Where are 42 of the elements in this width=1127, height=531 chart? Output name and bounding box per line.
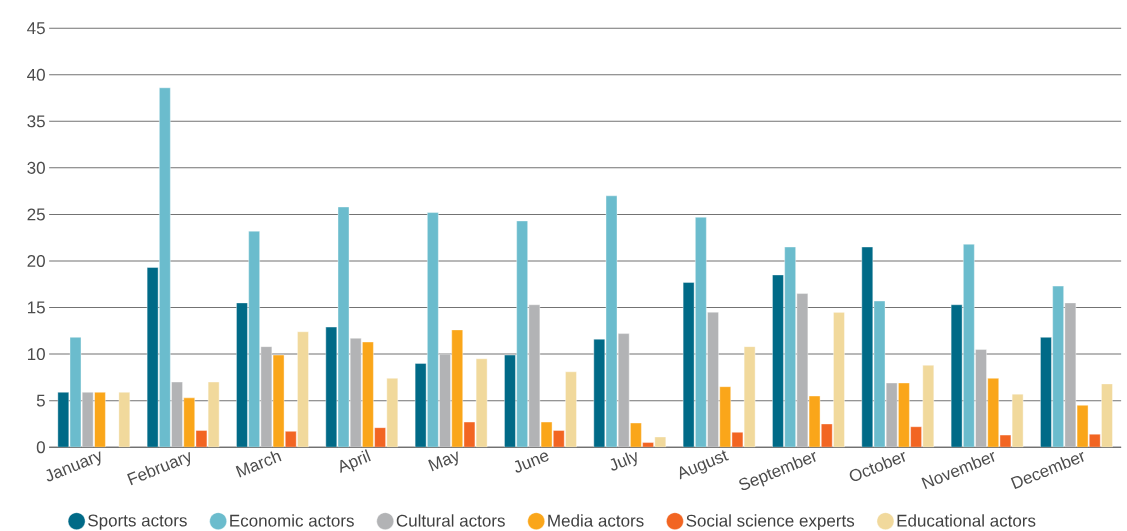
legend-label: Educational actors — [897, 514, 1036, 527]
y-tick-label: 10 — [28, 348, 45, 361]
bar — [772, 274, 784, 448]
y-tick-label: 20 — [27, 254, 45, 267]
bar — [975, 349, 987, 448]
x-tick-label: July — [610, 451, 637, 471]
y-tick-label: 30 — [27, 161, 45, 174]
y-tick-label: 15 — [28, 301, 45, 314]
bar — [325, 326, 337, 448]
y-tick-label: 45 — [27, 22, 45, 35]
bar — [565, 371, 577, 448]
x-tick-label: June — [514, 452, 549, 473]
bar — [1040, 337, 1052, 448]
bar — [833, 311, 845, 448]
legend-label: Media actors — [548, 514, 644, 527]
x-tick-label: April — [340, 449, 371, 473]
bar — [719, 386, 731, 448]
bar — [618, 333, 630, 448]
legend-label: Sports actors — [88, 514, 187, 530]
bar — [236, 302, 248, 448]
bar — [451, 329, 463, 448]
bar — [707, 311, 719, 448]
bar — [593, 338, 605, 448]
legend-label: Social science experts — [686, 514, 855, 531]
legend-label: Economic actors — [230, 514, 354, 527]
bar — [861, 246, 873, 448]
bar — [350, 338, 362, 448]
bar — [504, 354, 516, 448]
bar — [922, 365, 934, 448]
x-tick-label: March — [235, 451, 282, 478]
bar — [297, 331, 309, 448]
y-tick-label: 40 — [27, 68, 45, 81]
bar — [386, 378, 398, 448]
x-tick-label: May — [428, 451, 458, 472]
legend-label: Cultural actors — [396, 514, 505, 527]
y-tick-label: 35 — [27, 115, 45, 128]
y-tick-label: 25 — [27, 208, 45, 221]
bar — [362, 341, 374, 448]
bar — [439, 353, 451, 448]
bar — [987, 378, 999, 448]
y-tick-label: 0 — [36, 441, 45, 454]
y-tick-label: 5 — [36, 394, 45, 407]
